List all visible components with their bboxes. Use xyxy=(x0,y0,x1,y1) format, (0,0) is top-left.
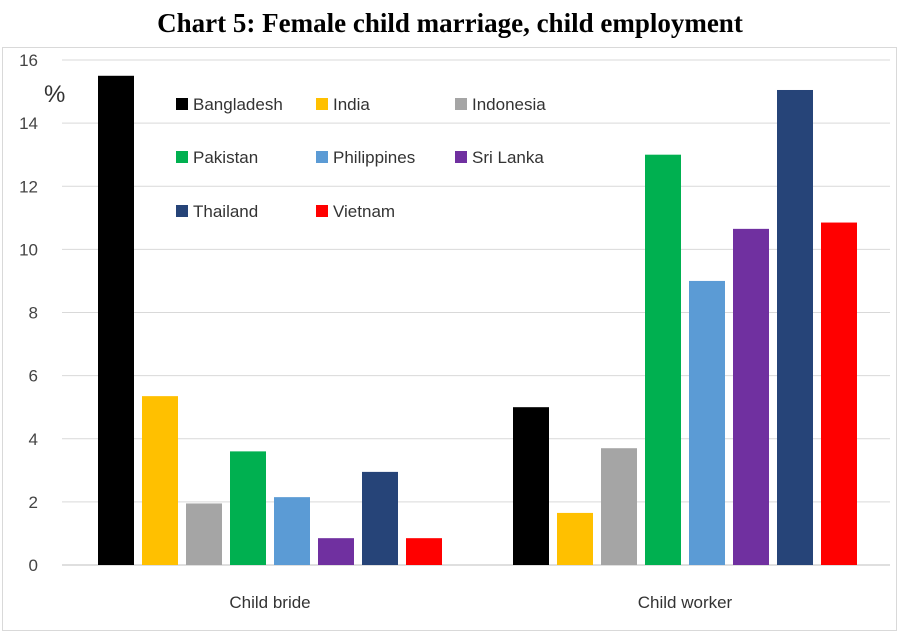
bar-bangladesh-child-worker xyxy=(513,407,549,565)
legend-label: Bangladesh xyxy=(193,95,283,114)
y-tick-label: 10 xyxy=(19,240,38,259)
bar-sri-lanka-child-bride xyxy=(318,538,354,565)
bar-philippines-child-worker xyxy=(689,280,725,565)
legend-label: Vietnam xyxy=(333,202,395,221)
y-axis-ticks: 0 2 4 6 8 10 12 14 16 xyxy=(19,51,38,575)
legend-label: India xyxy=(333,95,370,114)
y-tick-label: 8 xyxy=(29,304,38,323)
bar-india-child-bride xyxy=(142,396,178,565)
bar-indonesia-child-bride xyxy=(186,503,222,565)
legend-swatch xyxy=(176,151,188,163)
bar-bangladesh-child-bride xyxy=(98,75,134,565)
bars xyxy=(98,75,857,565)
bar-india-child-worker xyxy=(557,512,593,565)
legend-swatch xyxy=(176,98,188,110)
y-tick-label: 14 xyxy=(19,114,38,133)
legend: Bangladesh India Indonesia Pakistan Philippi… xyxy=(176,95,546,221)
legend-label: Philippines xyxy=(333,148,415,167)
y-tick-label: 16 xyxy=(19,51,38,70)
y-tick-label: 2 xyxy=(29,493,38,512)
bar-pakistan-child-bride xyxy=(230,451,266,565)
bar-vietnam-child-bride xyxy=(406,538,442,565)
bar-thailand-child-bride xyxy=(362,471,398,565)
y-tick-label: 0 xyxy=(29,556,38,575)
legend-label: Pakistan xyxy=(193,148,258,167)
legend-swatch xyxy=(455,151,467,163)
bar-vietnam-child-worker xyxy=(821,222,857,565)
legend-label: Thailand xyxy=(193,202,258,221)
legend-swatch xyxy=(316,205,328,217)
legend-swatch xyxy=(316,151,328,163)
x-category-label: Child worker xyxy=(638,593,733,612)
y-tick-label: 6 xyxy=(29,367,38,386)
y-axis-unit-label: % xyxy=(44,81,65,108)
category-labels: Child bride Child worker xyxy=(229,593,732,612)
legend-swatch xyxy=(455,98,467,110)
y-tick-label: 12 xyxy=(19,177,38,196)
legend-label: Indonesia xyxy=(472,95,546,114)
bar-pakistan-child-worker xyxy=(645,154,681,565)
legend-swatch xyxy=(176,205,188,217)
x-category-label: Child bride xyxy=(229,593,310,612)
bar-sri-lanka-child-worker xyxy=(733,228,769,565)
y-tick-label: 4 xyxy=(29,430,38,449)
legend-swatch xyxy=(316,98,328,110)
bar-philippines-child-bride xyxy=(274,497,310,565)
legend-label: Sri Lanka xyxy=(472,148,544,167)
chart-title: Chart 5: Female child marriage, child em… xyxy=(157,8,743,38)
bar-thailand-child-worker xyxy=(777,89,813,565)
bar-indonesia-child-worker xyxy=(601,448,637,565)
chart-frame xyxy=(2,47,897,631)
